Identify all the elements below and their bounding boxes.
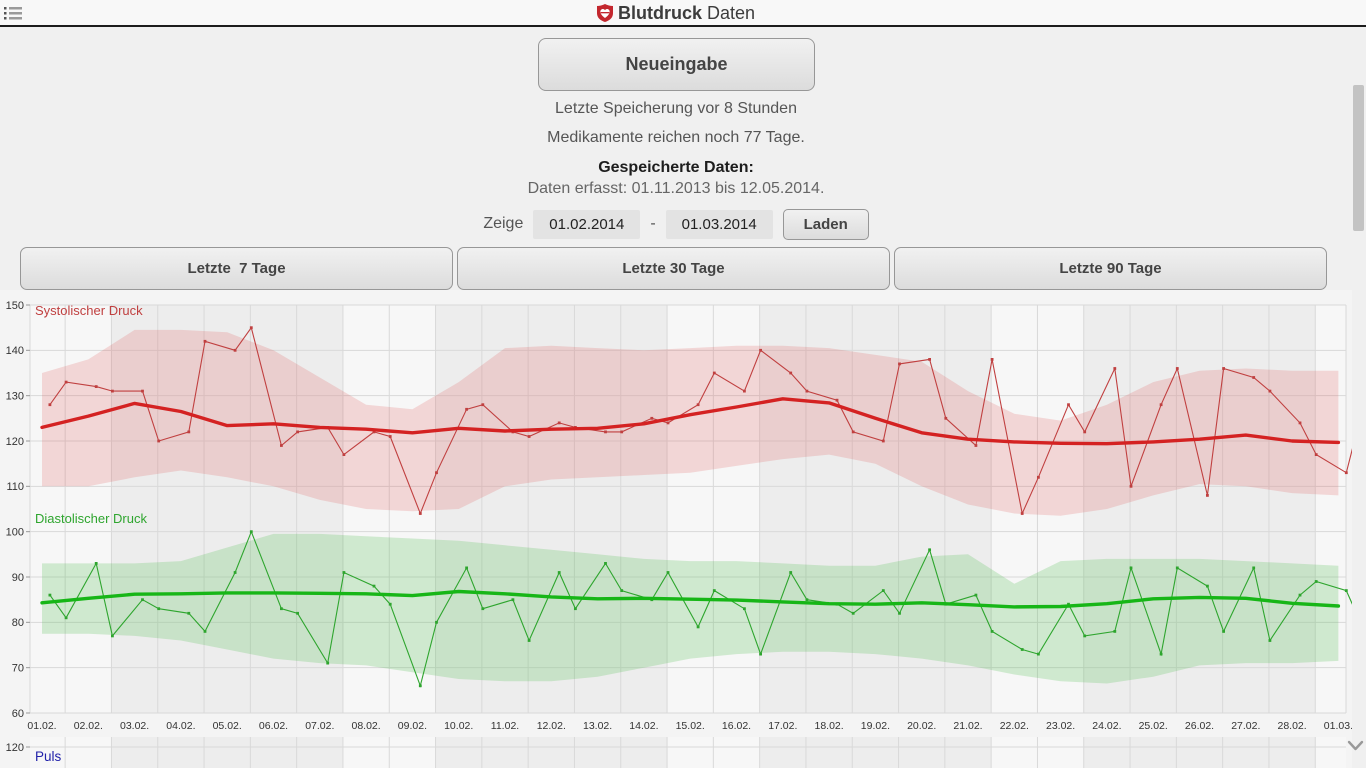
shield-logo-icon [596, 4, 613, 22]
svg-text:26.02.: 26.02. [1185, 720, 1214, 732]
svg-text:14.02.: 14.02. [629, 720, 658, 732]
svg-text:19.02.: 19.02. [861, 720, 890, 732]
diastolic-series-label: Diastolischer Druck [35, 511, 147, 526]
svg-text:07.02.: 07.02. [305, 720, 334, 732]
svg-text:20.02.: 20.02. [907, 720, 936, 732]
pulse-series-label: Puls [35, 749, 62, 764]
quick-range-row: Letzte 7 Tage Letzte 30 Tage Letzte 90 T… [20, 247, 1327, 290]
date-from-input[interactable] [533, 209, 641, 239]
svg-text:06.02.: 06.02. [259, 720, 288, 732]
svg-text:03.02.: 03.02. [120, 720, 149, 732]
range-separator: - [650, 215, 656, 232]
last-7-days-button[interactable]: Letzte 7 Tage [20, 247, 453, 290]
svg-text:01.03.: 01.03. [1324, 720, 1352, 732]
svg-text:01.02.: 01.02. [27, 720, 56, 732]
last-30-days-button[interactable]: Letzte 30 Tage [457, 247, 890, 290]
svg-text:90: 90 [12, 572, 24, 584]
last-90-days-button[interactable]: Letzte 90 Tage [894, 247, 1327, 290]
svg-text:04.02.: 04.02. [166, 720, 195, 732]
load-button[interactable]: Laden [782, 208, 869, 240]
app-title-bold: Blutdruck [617, 2, 702, 23]
svg-text:10.02.: 10.02. [444, 720, 473, 732]
svg-text:24.02.: 24.02. [1092, 720, 1121, 732]
medication-text: Medikamente reichen noch 77 Tage. [547, 129, 805, 146]
svg-text:120: 120 [6, 436, 24, 448]
show-label: Zeige [483, 215, 524, 232]
svg-text:09.02.: 09.02. [398, 720, 427, 732]
stored-data-heading: Gespeicherte Daten: [598, 159, 754, 176]
svg-text:25.02.: 25.02. [1139, 720, 1168, 732]
data-range-text: Daten erfasst: 01.11.2013 bis 12.05.2014… [527, 180, 825, 197]
date-to-input[interactable] [665, 209, 773, 239]
svg-text:100: 100 [6, 526, 24, 538]
svg-text:16.02.: 16.02. [722, 720, 751, 732]
app-title: Blutdruck Daten [0, 0, 1352, 26]
svg-text:60: 60 [12, 708, 24, 720]
app-title-rest: Daten [706, 2, 756, 23]
svg-text:23.02.: 23.02. [1046, 720, 1075, 732]
svg-text:27.02.: 27.02. [1231, 720, 1260, 732]
blood-pressure-chart: 150 140 130 120 110 100 90 80 70 60 120 01.02. 02.02… [0, 290, 1364, 768]
svg-text:13.02.: 13.02. [583, 720, 612, 732]
list-icon [4, 7, 22, 20]
svg-text:70: 70 [12, 662, 24, 674]
svg-text:80: 80 [12, 617, 24, 629]
last-save-text: Letzte Speicherung vor 8 Stunden [555, 100, 797, 117]
svg-text:110: 110 [6, 481, 24, 493]
svg-text:28.02.: 28.02. [1277, 720, 1306, 732]
svg-text:15.02.: 15.02. [676, 720, 705, 732]
svg-text:17.02.: 17.02. [768, 720, 797, 732]
svg-text:22.02.: 22.02. [1000, 720, 1029, 732]
new-entry-button[interactable]: Neueingabe [538, 38, 815, 91]
svg-text:18.02.: 18.02. [814, 720, 843, 732]
scrollbar-thumb[interactable] [1353, 85, 1364, 231]
svg-text:02.02.: 02.02. [74, 720, 103, 732]
svg-text:150: 150 [6, 300, 24, 312]
svg-text:130: 130 [6, 390, 24, 402]
svg-text:11.02.: 11.02. [491, 720, 519, 732]
svg-text:12.02.: 12.02. [537, 720, 566, 732]
charts-section: 150 140 130 120 110 100 90 80 70 60 120 01.02. 02.02… [0, 290, 1364, 768]
app-header: Blutdruck Daten [0, 0, 1366, 27]
svg-text:120: 120 [6, 742, 24, 754]
svg-text:21.02.: 21.02. [953, 720, 982, 732]
svg-text:140: 140 [6, 345, 24, 357]
scroll-down-icon[interactable] [1347, 740, 1364, 753]
date-range-row: Zeige - Laden [0, 208, 1352, 240]
svg-text:08.02.: 08.02. [351, 720, 380, 732]
systolic-series-label: Systolischer Druck [35, 303, 143, 318]
menu-button[interactable] [4, 5, 24, 21]
svg-text:05.02.: 05.02. [213, 720, 242, 732]
